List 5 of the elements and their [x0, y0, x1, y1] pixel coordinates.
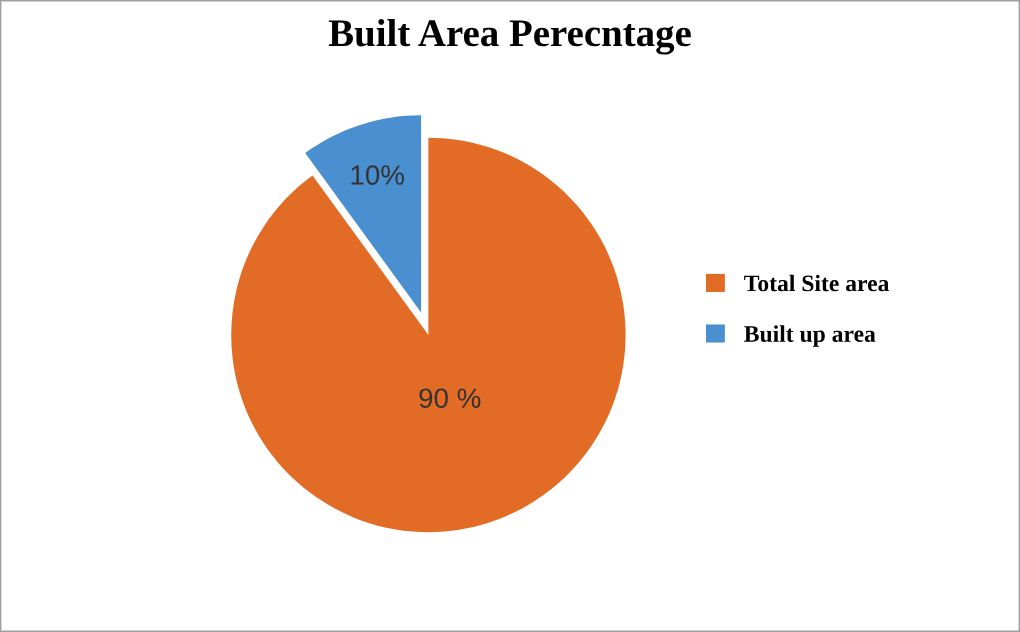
data-label: 90 %	[419, 388, 481, 409]
legend-label: Built up area	[744, 325, 876, 347]
chart-title: Built Area Perecntage	[328, 18, 691, 55]
legend-label: Total Site area	[744, 274, 890, 292]
data-label: 10%	[351, 165, 405, 185]
